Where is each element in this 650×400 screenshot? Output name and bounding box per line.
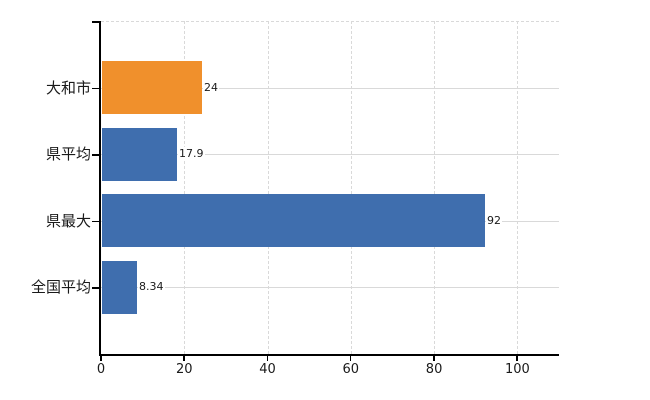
- category-label: 全国平均: [30, 278, 91, 297]
- x-tick-label: 80: [425, 362, 443, 377]
- gridline-horizontal-top: [101, 21, 559, 22]
- y-axis-tick: [92, 220, 99, 223]
- x-axis-tick: [433, 354, 435, 361]
- gridline-vertical: [267, 21, 269, 354]
- bar: [102, 61, 202, 115]
- gridline-vertical: [350, 21, 352, 354]
- category-label: 大和市: [45, 78, 91, 97]
- gridline-vertical: [184, 21, 186, 354]
- bar-value-label: 24: [203, 80, 219, 95]
- y-axis-tick: [92, 154, 99, 156]
- x-axis: [99, 354, 559, 356]
- y-axis-tick: [92, 21, 99, 23]
- x-tick-label: 0: [96, 362, 106, 377]
- y-axis-tick: [92, 287, 99, 289]
- x-axis-tick: [183, 354, 185, 361]
- gridline-vertical: [517, 21, 519, 354]
- bar: [102, 194, 485, 248]
- bar-value-label: 92: [486, 213, 502, 228]
- y-axis-tick: [92, 87, 99, 90]
- gridline-horizontal: [101, 87, 559, 89]
- bar: [102, 260, 137, 314]
- gridline-vertical: [434, 21, 436, 354]
- x-tick-label: 40: [259, 362, 276, 377]
- category-label: 県最大: [45, 211, 91, 230]
- bar-value-label: 17.9: [178, 147, 205, 162]
- x-axis-tick: [100, 354, 102, 361]
- category-label: 県平均: [45, 145, 91, 164]
- gridline-horizontal: [101, 287, 559, 289]
- x-axis-tick: [349, 354, 352, 361]
- x-axis-tick: [516, 354, 518, 361]
- x-axis-tick: [266, 354, 269, 361]
- bar-value-label: 8.34: [138, 280, 165, 295]
- x-tick-label: 20: [175, 362, 193, 377]
- y-axis: [99, 21, 101, 356]
- x-tick-label: 60: [342, 362, 360, 377]
- x-tick-label: 100: [504, 362, 530, 377]
- bar: [102, 127, 177, 181]
- gridline-horizontal: [101, 154, 559, 156]
